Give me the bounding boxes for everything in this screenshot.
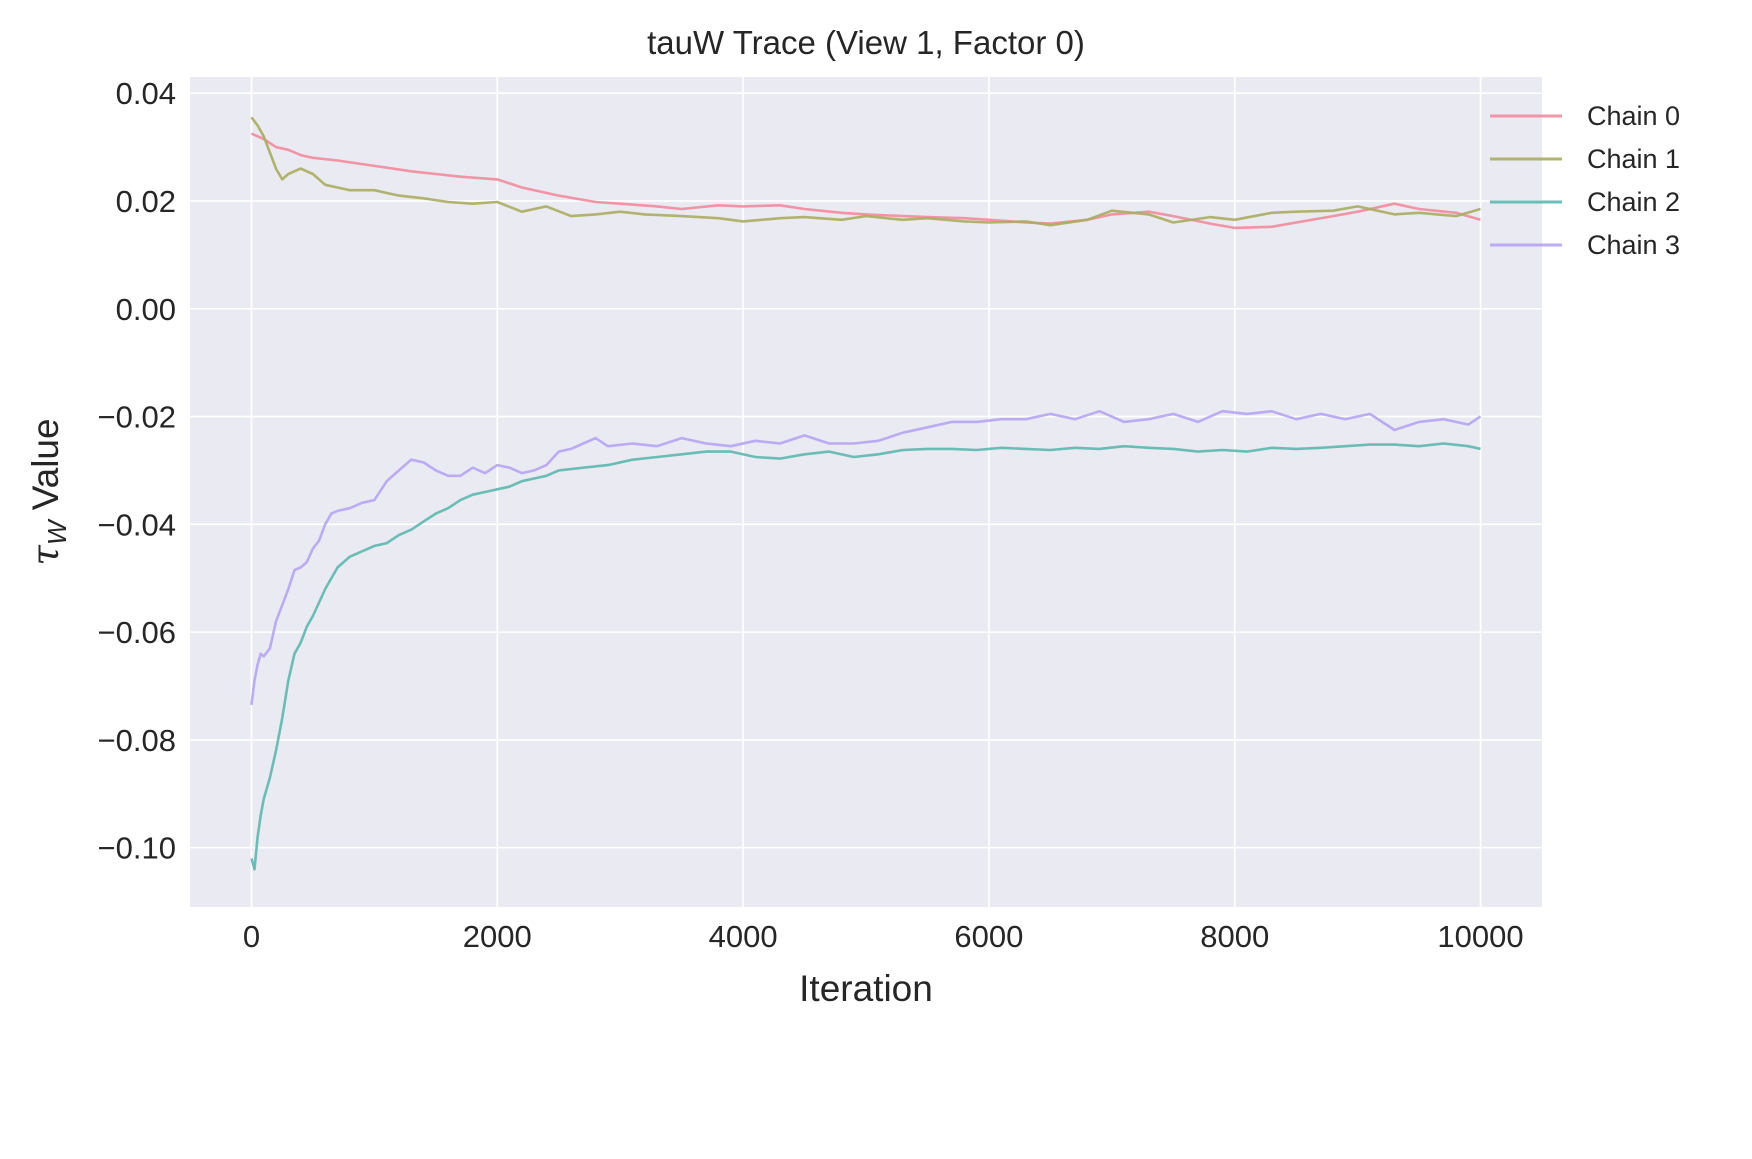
x-tick-label: 6000 <box>954 919 1023 954</box>
x-tick-label: 2000 <box>463 919 532 954</box>
y-axis-label-text: Value <box>25 418 66 520</box>
legend-label-chain-1: Chain 1 <box>1587 144 1680 174</box>
x-tick-label: 0 <box>243 919 260 954</box>
y-tick-label: −0.02 <box>98 400 176 435</box>
y-tick-label: 0.02 <box>116 184 176 219</box>
chart-title: tauW Trace (View 1, Factor 0) <box>647 24 1085 61</box>
y-tick-label: −0.06 <box>98 615 176 650</box>
y-tick-label: −0.10 <box>98 831 176 866</box>
x-tick-label: 10000 <box>1437 919 1523 954</box>
y-axis-label: τW Value <box>24 418 72 565</box>
series-line-chain-0 <box>250 132 1481 230</box>
x-tick-label: 4000 <box>709 919 778 954</box>
y-tick-label: −0.08 <box>98 723 176 758</box>
series-lines <box>250 116 1482 871</box>
series-line-chain-3 <box>250 409 1482 706</box>
legend: Chain 0 Chain 1 Chain 2 Chain 3 <box>1490 101 1680 260</box>
y-axis-label-subscript: W <box>42 518 72 545</box>
series-line-chain-1 <box>250 116 1481 227</box>
y-tick-label: 0.00 <box>116 292 176 327</box>
x-axis-label: Iteration <box>799 968 933 1009</box>
y-tick-label: 0.04 <box>116 76 176 111</box>
series-line-chain-2 <box>250 442 1481 871</box>
legend-label-chain-2: Chain 2 <box>1587 187 1680 217</box>
legend-label-chain-3: Chain 3 <box>1587 230 1680 260</box>
y-axis-ticks: 0.04 0.02 0.00 −0.02 −0.04 −0.06 −0.08 −0.10 <box>98 76 176 866</box>
y-tick-label: −0.04 <box>98 507 176 542</box>
x-axis-ticks: 0 2000 4000 6000 8000 10000 <box>243 919 1524 954</box>
grid <box>190 77 1542 907</box>
y-axis-label-symbol: τ <box>24 545 67 566</box>
x-tick-label: 8000 <box>1200 919 1269 954</box>
legend-label-chain-0: Chain 0 <box>1587 101 1680 131</box>
